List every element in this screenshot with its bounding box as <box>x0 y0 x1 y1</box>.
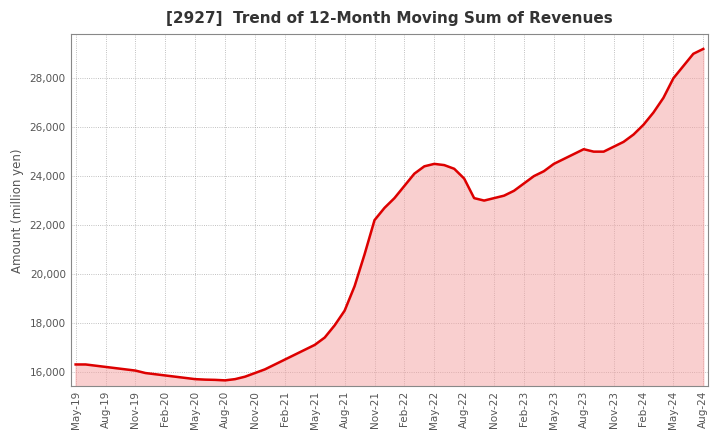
Title: [2927]  Trend of 12-Month Moving Sum of Revenues: [2927] Trend of 12-Month Moving Sum of R… <box>166 11 613 26</box>
Y-axis label: Amount (million yen): Amount (million yen) <box>11 148 24 273</box>
